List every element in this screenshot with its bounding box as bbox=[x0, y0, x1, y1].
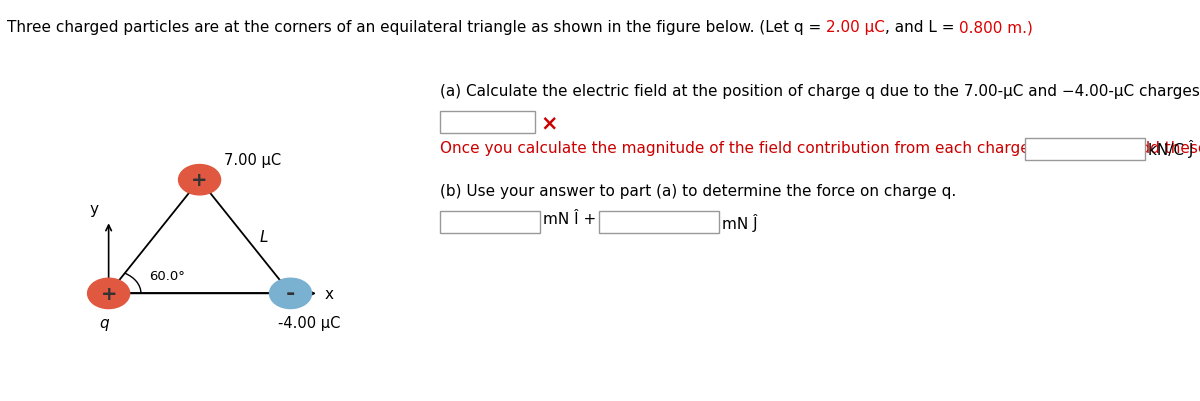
Circle shape bbox=[179, 165, 221, 195]
Bar bbox=[599, 212, 719, 233]
Text: q: q bbox=[100, 315, 109, 330]
Text: +: + bbox=[101, 284, 116, 303]
Text: 7.00 μC: 7.00 μC bbox=[224, 152, 281, 167]
Text: Once you calculate the magnitude of the field contribution from each charge you : Once you calculate the magnitude of the … bbox=[440, 138, 1200, 156]
Text: , and L =: , and L = bbox=[886, 20, 959, 35]
Circle shape bbox=[88, 279, 130, 309]
Text: y: y bbox=[90, 202, 98, 217]
Text: 60.0°: 60.0° bbox=[149, 270, 185, 283]
Text: +: + bbox=[191, 171, 208, 190]
Text: -21.1: -21.1 bbox=[443, 113, 482, 128]
Text: L: L bbox=[259, 229, 268, 245]
Text: 2.00 μC: 2.00 μC bbox=[826, 20, 886, 35]
Text: Three charged particles are at the corners of an equilateral triangle as shown i: Three charged particles are at the corne… bbox=[7, 20, 826, 35]
Text: mN Ĵ: mN Ĵ bbox=[722, 214, 758, 231]
Text: -: - bbox=[286, 284, 295, 304]
Text: (a) Calculate the electric field at the position of charge q due to the 7.00-μC : (a) Calculate the electric field at the … bbox=[440, 84, 1200, 99]
Text: 0.800 m.): 0.800 m.) bbox=[959, 20, 1033, 35]
Text: (b) Use your answer to part (a) to determine the force on charge q.: (b) Use your answer to part (a) to deter… bbox=[440, 184, 956, 198]
Bar bbox=[440, 112, 535, 134]
Text: ×: × bbox=[540, 113, 558, 133]
Text: x: x bbox=[324, 286, 334, 301]
Circle shape bbox=[270, 279, 312, 309]
Text: -4.00 μC: -4.00 μC bbox=[278, 315, 341, 330]
Text: kN/C Ĵ: kN/C Ĵ bbox=[1148, 140, 1193, 158]
Bar bbox=[1025, 139, 1145, 161]
Bar bbox=[440, 212, 540, 233]
Text: mN Î +: mN Î + bbox=[542, 212, 596, 227]
